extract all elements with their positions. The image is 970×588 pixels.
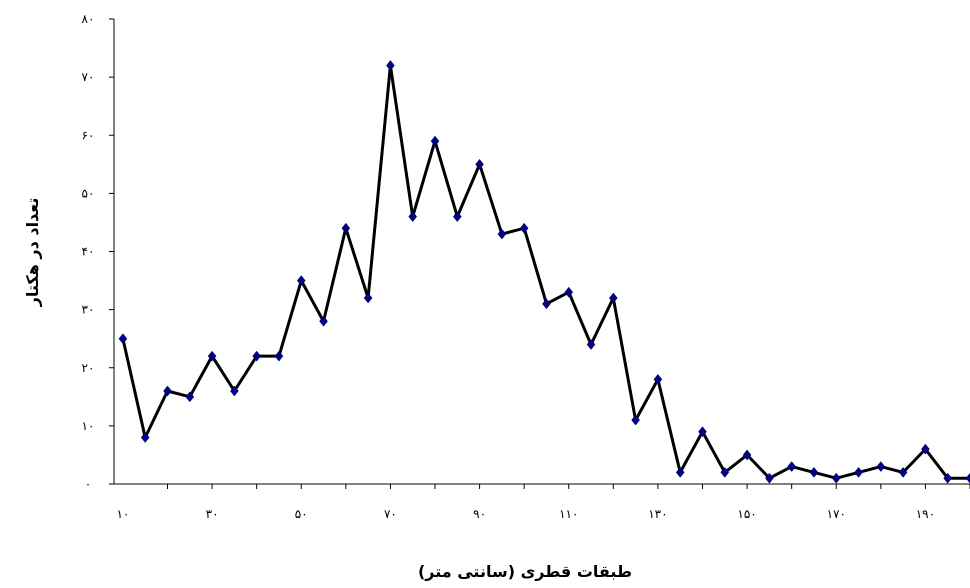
x-tick-label: ۱۵۰ <box>737 507 756 521</box>
data-point <box>140 432 150 443</box>
data-point <box>363 292 373 304</box>
x-axis-title: طبقات قطری (سانتی متر) <box>418 562 632 581</box>
y-tick-label: ۵۰ <box>82 186 95 200</box>
data-point <box>118 333 128 345</box>
y-tick-label: ۱۰ <box>82 419 95 433</box>
data-point <box>698 426 707 438</box>
y-tick-label: ۸۰ <box>82 12 95 26</box>
data-point <box>720 466 730 478</box>
y-tick-label: ۲۰ <box>82 361 95 375</box>
y-tick-label: ۳۰ <box>82 303 95 317</box>
data-point <box>675 466 685 478</box>
x-tick-label: ۳۰ <box>206 507 219 521</box>
data-point <box>274 350 284 362</box>
x-tick-label: ۱۹۰ <box>916 507 935 521</box>
data-point <box>876 461 886 472</box>
series-line <box>121 64 970 480</box>
x-tick-label: ۵۰ <box>295 507 308 521</box>
data-point <box>653 373 663 385</box>
x-tick-label: ۹۰ <box>473 507 486 521</box>
y-tick-label: ۰ <box>85 477 91 491</box>
data-point <box>854 466 863 478</box>
data-point <box>943 472 953 484</box>
data-point <box>742 449 752 461</box>
y-tick-label: ۷۰ <box>82 70 95 84</box>
axes <box>113 19 970 485</box>
data-point <box>787 461 796 472</box>
data-point <box>542 298 551 310</box>
x-tick-label: ۱۷۰ <box>827 507 846 521</box>
data-point <box>586 339 596 350</box>
data-point <box>831 472 841 484</box>
data-point <box>809 466 819 478</box>
data-point <box>564 286 574 298</box>
data-point <box>609 292 618 304</box>
data-point <box>452 211 462 223</box>
data-point <box>921 443 930 455</box>
series-layer <box>118 60 970 484</box>
data-point <box>207 350 217 362</box>
data-point <box>163 385 172 397</box>
data-point <box>252 350 261 362</box>
data-point <box>185 391 195 403</box>
y-tick-label: ۶۰ <box>82 128 95 142</box>
x-tick-label: ۷۰ <box>384 507 397 521</box>
data-point <box>341 222 351 234</box>
data-point <box>519 222 529 234</box>
y-tick-label: ۴۰ <box>82 245 95 259</box>
data-point <box>631 414 640 426</box>
data-point <box>296 275 306 286</box>
data-point <box>430 135 440 147</box>
data-point <box>319 315 328 327</box>
data-point <box>765 472 774 484</box>
x-tick-label: ۱۳۰ <box>648 507 667 521</box>
data-point <box>898 466 908 478</box>
y-ticks: ۰ ۱۰ ۲۰ ۳۰ ۴۰ ۵۰ ۶۰ ۷۰ ۸۰ <box>82 12 114 491</box>
data-point <box>386 60 395 71</box>
data-point <box>230 385 239 397</box>
data-point <box>497 228 507 240</box>
y-axis-title: تعداد در هکتار <box>23 198 42 308</box>
x-tick-label: ۱۰ <box>116 507 129 521</box>
x-ticks: ۱۰ ۳۰ ۵۰ ۷۰ ۹۰ ۱۱۰ ۱۳۰ ۱۵۰ ۱۷۰ ۱۹۰ <box>116 484 970 521</box>
data-point <box>475 158 484 170</box>
x-tick-label: ۱۱۰ <box>559 507 578 521</box>
data-point <box>965 472 970 484</box>
data-point <box>408 211 418 223</box>
